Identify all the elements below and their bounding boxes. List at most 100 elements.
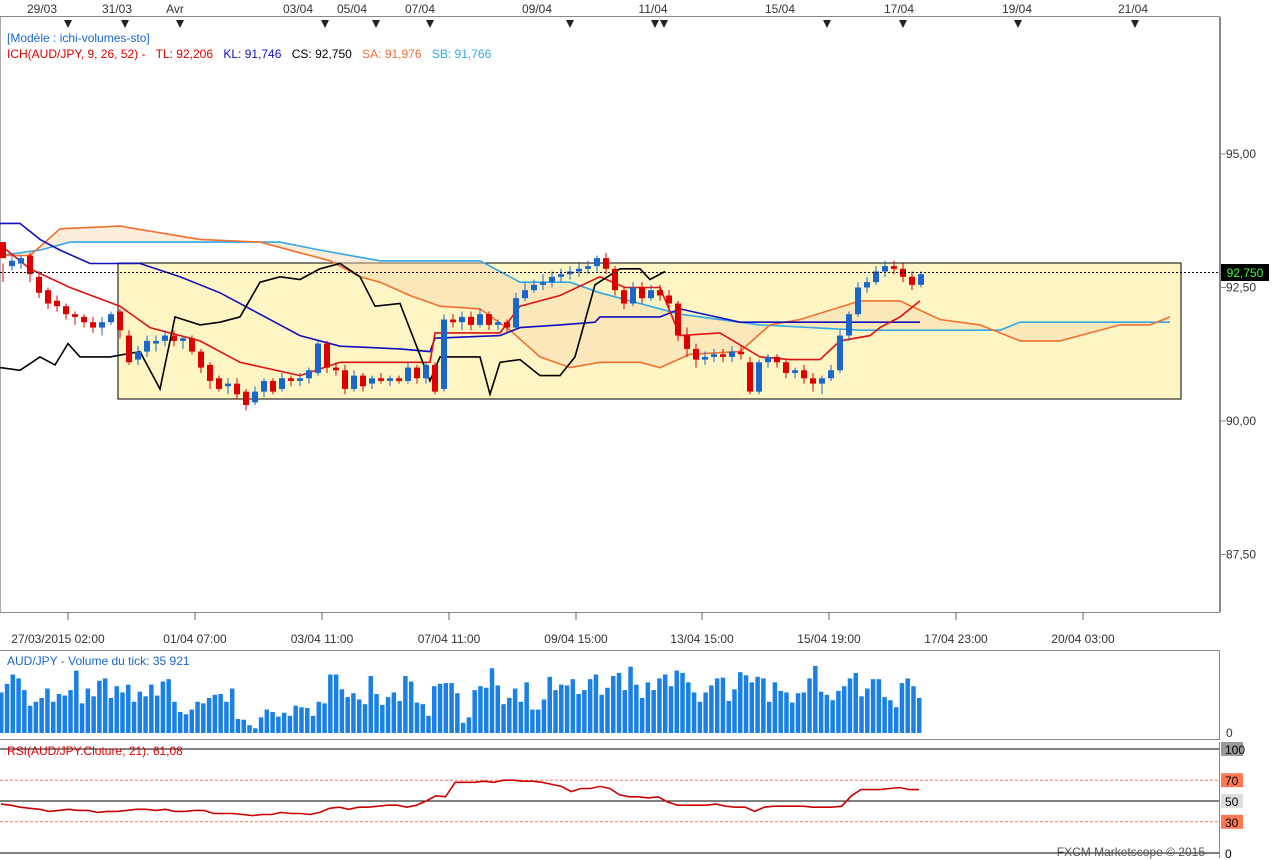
candle-body — [684, 335, 690, 349]
volume-bar — [50, 701, 56, 733]
candle-body — [549, 276, 555, 283]
volume-bar — [143, 696, 148, 733]
bottom-date-label: 20/04 03:00 — [1051, 632, 1115, 646]
candle — [369, 375, 375, 389]
candle — [495, 319, 501, 331]
candle — [261, 378, 267, 397]
candle-body — [783, 362, 789, 373]
top-date-marker — [426, 20, 434, 28]
candle — [711, 348, 717, 363]
volume-bar — [553, 690, 558, 733]
candle — [315, 340, 321, 376]
volume-bar — [189, 709, 195, 733]
candle-body — [702, 356, 708, 360]
candle — [837, 330, 843, 373]
candle-body — [531, 284, 537, 291]
volume-bar — [10, 674, 16, 733]
volume-bar — [870, 679, 876, 733]
volume-bar — [714, 678, 720, 733]
top-date-label: 05/04 — [337, 2, 367, 16]
volume-bar — [235, 718, 241, 733]
candle — [693, 343, 699, 368]
candle-body — [324, 343, 330, 368]
top-date-label: 03/04 — [283, 2, 313, 16]
rsi-axis-tag — [1221, 814, 1243, 829]
volume-bar — [166, 679, 171, 733]
candle-body — [342, 370, 348, 389]
candle-body — [315, 343, 321, 373]
candle — [819, 375, 825, 395]
candle — [333, 362, 339, 376]
candle — [657, 284, 663, 301]
candle-body — [729, 351, 735, 357]
candle — [432, 362, 438, 395]
legend-sa: SA: 91,976 — [362, 47, 422, 61]
candle-body — [198, 351, 204, 368]
watermark: FXCM Marketscope © 2015 — [1057, 845, 1206, 859]
candle-body — [180, 338, 186, 341]
candle-body — [18, 258, 24, 264]
volume-bar — [56, 694, 62, 733]
candle-body — [846, 314, 852, 336]
candle-body — [918, 274, 924, 285]
candle-body — [801, 370, 807, 379]
candle — [351, 370, 357, 392]
kijun-line — [0, 222, 920, 353]
bottom-date-label: 07/04 11:00 — [418, 632, 481, 646]
volume-bar — [674, 670, 680, 733]
candle — [63, 303, 69, 320]
candle-body — [504, 322, 510, 328]
volume-bar — [616, 672, 622, 733]
candle — [108, 311, 114, 325]
volume-bar — [299, 707, 304, 733]
candle — [279, 372, 285, 392]
candle — [756, 359, 762, 395]
volume-bar — [541, 699, 547, 733]
volume-bar — [766, 701, 772, 733]
candle-body — [9, 260, 15, 267]
candle-body — [207, 364, 213, 381]
candle-body — [873, 271, 879, 283]
candle — [648, 284, 654, 301]
candle — [90, 316, 96, 333]
senkou-b-line — [0, 241, 1170, 331]
volume-bar — [813, 665, 818, 733]
volume-bar — [253, 728, 258, 733]
volume-bar — [322, 703, 327, 733]
legend-tl: TL: 92,206 — [156, 47, 214, 61]
candle-body — [36, 276, 42, 293]
candle — [378, 372, 384, 384]
volume-bar — [328, 674, 333, 733]
volume-bar — [437, 683, 443, 733]
candle — [441, 314, 447, 392]
volume-bar — [460, 722, 466, 733]
volume-bar — [888, 700, 893, 733]
volume-bar — [79, 703, 85, 733]
candle — [297, 372, 303, 387]
candle — [621, 287, 627, 309]
volume-bar — [91, 696, 96, 733]
candle-body — [135, 351, 141, 360]
candle-body — [891, 266, 897, 269]
candle-body — [909, 276, 915, 285]
volume-bar — [784, 692, 789, 733]
candle-body — [774, 356, 780, 363]
model-label: [Modèle : ichi-volumes-sto] — [7, 31, 150, 45]
candle — [171, 330, 177, 347]
candle-body — [621, 290, 627, 304]
volume-bar — [622, 690, 628, 733]
candle-body — [711, 354, 717, 357]
candle — [810, 372, 816, 392]
candle-body — [225, 383, 231, 387]
volume-bar — [524, 682, 529, 733]
legend-sb: SB: 91,766 — [432, 47, 492, 61]
candle — [558, 268, 564, 283]
candle — [198, 348, 204, 373]
volume-bar — [374, 694, 379, 733]
candle — [918, 271, 924, 288]
rsi-label: RSI(AUD/JPY.Cloture, 21): 61,08 — [7, 744, 183, 758]
candle-body — [747, 362, 753, 392]
candle-body — [855, 287, 861, 315]
candle-body — [657, 290, 663, 296]
top-date-axis: 29/03 31/03 Avr 03/04 05/04 07/04 09/04 11/04 15… — [27, 2, 1148, 28]
